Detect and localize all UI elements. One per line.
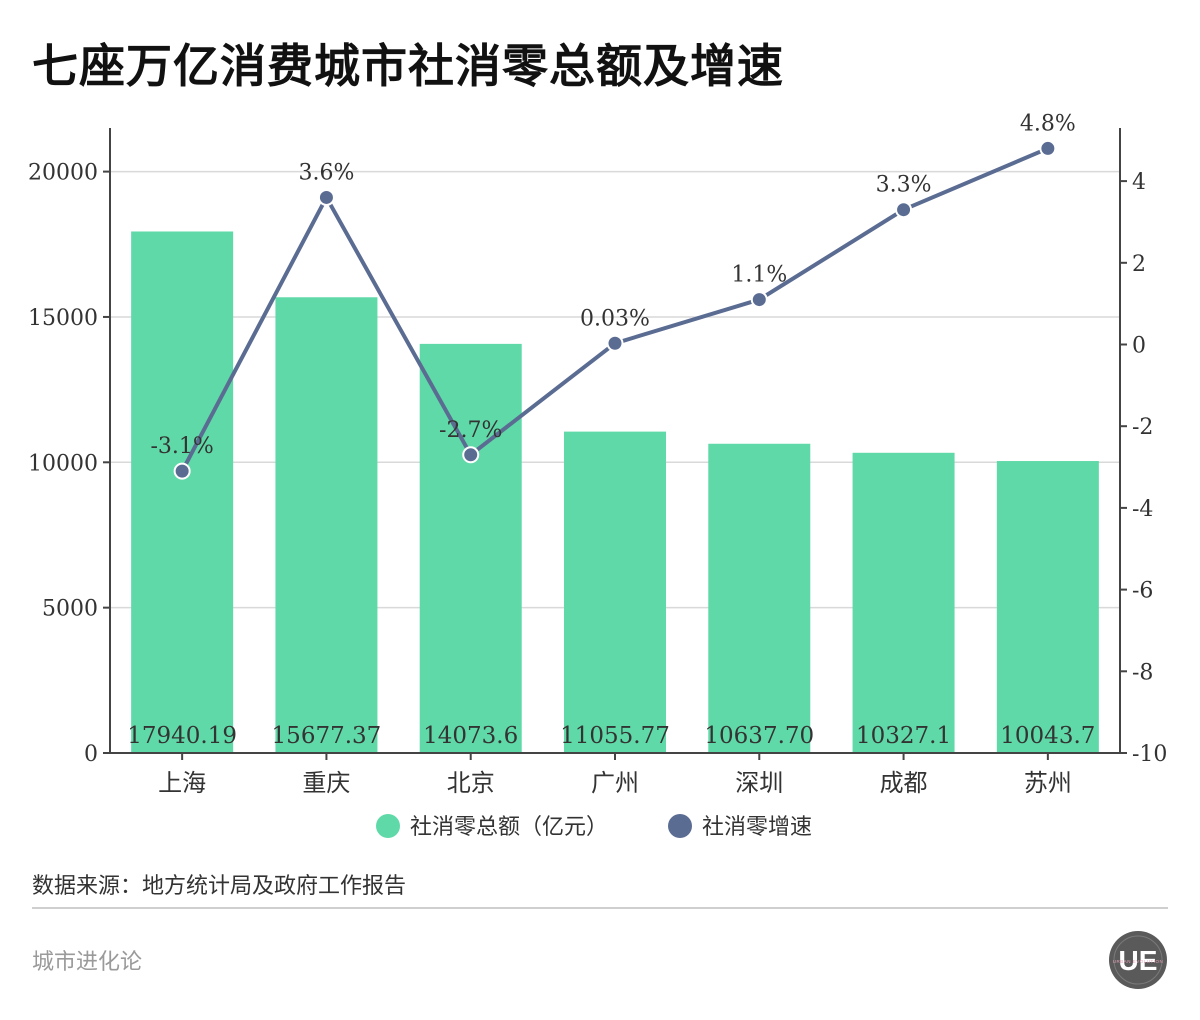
bar-广州 [564,431,666,753]
growth-value-label: -3.1% [150,434,213,459]
bar-value-label: 17940.19 [127,723,237,749]
growth-value-label: -2.7% [439,418,502,443]
bar-series [131,231,1099,753]
footer-divider [32,907,1168,909]
y-right-tick-label: -8 [1132,660,1153,685]
bar-value-label: 10637.70 [704,723,814,749]
y-left-tick-label: 5000 [42,597,98,622]
ue-logo: UE URBAN EVOLUTION [1109,931,1167,989]
x-tick-label: 苏州 [1024,769,1072,797]
y-right-tick-label: -6 [1132,579,1153,604]
line-series [173,139,1057,480]
x-tick-label: 成都 [880,769,928,797]
legend-label-growth: 社消零增速 [702,815,812,840]
growth-value-label: 3.6% [298,160,354,185]
bar-value-label: 10043.7 [1000,723,1095,749]
growth-point-成都 [895,201,913,219]
y-left-tick-label: 10000 [28,451,98,476]
y-right-tick-label: 0 [1132,334,1146,359]
bar-成都 [852,452,955,753]
data-source-note: 数据来源：地方统计局及政府工作报告 [32,874,407,899]
y-right-tick-label: -2 [1132,415,1153,440]
growth-value-label: 1.1% [731,263,787,288]
growth-point-北京 [462,446,480,464]
bar-value-label: 15677.37 [272,723,382,749]
legend-label-total: 社消零总额（亿元） [410,815,608,840]
y-right-tick-label: 4 [1132,170,1146,195]
growth-point-苏州 [1039,139,1057,157]
x-tick-label: 广州 [591,769,639,797]
logo-ring-text: URBAN EVOLUTION [1113,959,1164,964]
data-labels: 17940.19 15677.37 14073.6 11055.77 10637.70 1… [127,111,1095,749]
growth-point-深圳 [750,291,768,309]
x-tick-label: 北京 [447,769,495,797]
growth-point-上海 [173,462,191,480]
bar-苏州 [996,461,1099,753]
x-tick-label: 深圳 [735,769,783,797]
bar-value-label: 11055.77 [560,723,670,749]
bar-北京 [419,343,522,753]
growth-value-label: 3.3% [876,173,932,198]
y-left-tick-label: 0 [84,742,98,767]
x-tick-label: 上海 [158,769,206,797]
growth-value-label: 0.03% [580,306,650,331]
bar-value-label: 14073.6 [423,723,518,749]
x-tick-label: 重庆 [302,769,350,797]
growth-point-重庆 [317,188,335,206]
y-right-tick-label: 2 [1132,252,1146,277]
y-right-tick-label: -10 [1132,742,1167,767]
growth-value-label: 4.8% [1020,111,1076,136]
y-right-tick-label: -4 [1132,497,1153,522]
y-left-tick-label: 15000 [28,306,98,331]
bar-深圳 [708,443,811,753]
legend-swatch-growth [668,814,692,838]
logo-letters: UE [1119,945,1158,976]
chart-title: 七座万亿消费城市社消零总额及增速 [32,39,784,93]
legend-swatch-total [376,814,400,838]
bar-value-label: 10327.1 [856,723,951,749]
brand-name: 城市进化论 [32,950,143,975]
y-left-tick-label: 20000 [28,161,98,186]
legend: 社消零总额（亿元） 社消零增速 [376,814,812,840]
bar-上海 [131,231,234,753]
growth-point-广州 [606,334,624,352]
combo-chart: 0 5000 10000 15000 20000 -10 -8 -6 -4 -2 0 2 4 上海 重庆 北京… [28,111,1167,840]
axes: 0 5000 10000 15000 20000 -10 -8 -6 -4 -2 0 2 4 上海 重庆 北京… [28,128,1167,797]
bar-重庆 [275,297,378,753]
